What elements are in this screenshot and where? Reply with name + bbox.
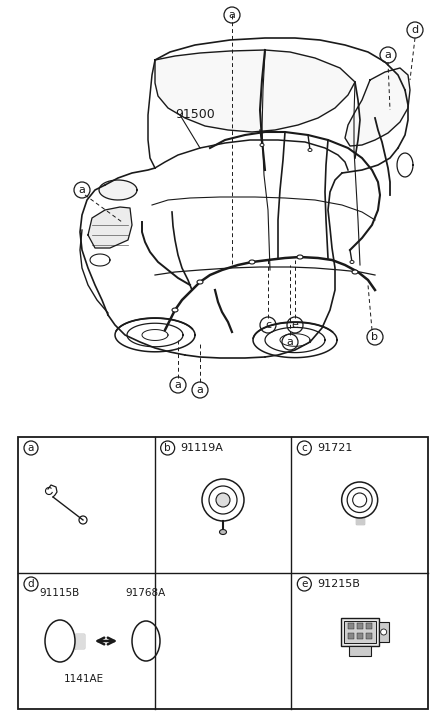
Text: a: a [228,10,235,20]
Bar [366,633,372,639]
Polygon shape [75,634,84,648]
Bar [349,646,371,656]
Bar [379,622,388,642]
Bar [344,621,376,643]
Polygon shape [155,50,355,132]
Bar [357,633,363,639]
Ellipse shape [249,260,255,264]
Text: c: c [265,320,271,330]
Ellipse shape [172,308,178,312]
Bar [366,623,372,629]
Ellipse shape [216,493,230,507]
Ellipse shape [260,143,264,147]
Text: 91215B: 91215B [318,579,360,589]
Ellipse shape [350,260,354,263]
Ellipse shape [308,148,312,151]
Polygon shape [99,180,137,200]
Text: b: b [372,332,379,342]
Text: 91721: 91721 [318,443,353,453]
Polygon shape [345,68,410,146]
Ellipse shape [297,255,303,259]
Text: a: a [28,443,34,453]
Text: e: e [292,320,298,330]
Text: d: d [28,579,34,589]
Text: 91119A: 91119A [181,443,223,453]
Bar [348,623,354,629]
Ellipse shape [45,620,75,662]
Text: a: a [78,185,86,195]
Text: a: a [384,50,392,60]
Text: c: c [301,443,307,453]
Bar [348,633,354,639]
Text: a: a [174,380,182,390]
Text: 91500: 91500 [175,108,215,121]
Text: 91115B: 91115B [40,588,80,598]
Text: d: d [412,25,418,35]
Ellipse shape [219,529,227,534]
Polygon shape [355,518,363,524]
Ellipse shape [132,621,160,661]
Bar [341,618,379,646]
Text: 91768A: 91768A [126,588,166,598]
Text: a: a [287,337,293,347]
Bar [357,623,363,629]
Ellipse shape [352,270,358,274]
Text: b: b [165,443,171,453]
Ellipse shape [197,280,203,284]
Ellipse shape [353,493,367,507]
Bar [18,437,428,709]
Text: 1141AE: 1141AE [64,674,104,684]
Polygon shape [88,207,132,248]
Text: e: e [301,579,308,589]
Circle shape [381,629,387,635]
Text: a: a [197,385,203,395]
